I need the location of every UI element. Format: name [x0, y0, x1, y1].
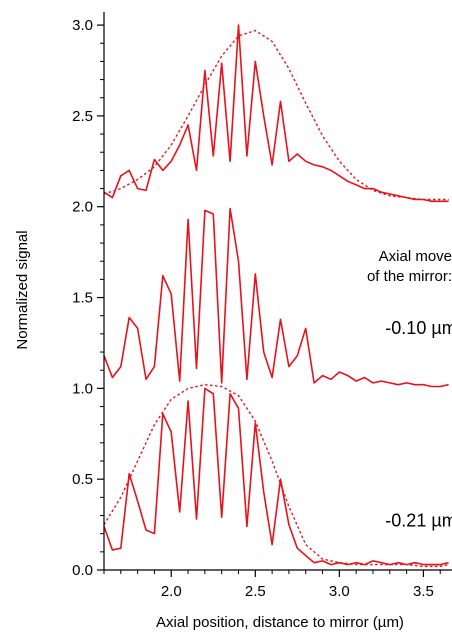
- y-tick-label: 3.0: [72, 17, 93, 34]
- y-tick-label: 2.0: [72, 199, 93, 216]
- y-tick-label: 2.5: [72, 108, 93, 125]
- y-tick-label: 0.0: [72, 562, 93, 579]
- plot-area: [103, 24, 449, 568]
- series-line-3: [103, 24, 449, 203]
- x-axis-title: Axial position, distance to mirror (µm): [156, 614, 404, 631]
- x-tick-label: 3.5: [413, 583, 434, 600]
- series-line-2: [103, 207, 449, 388]
- y-tick-label: 1.0: [72, 380, 93, 397]
- series-line-1: [103, 387, 449, 566]
- annotations: Axial move of the mirror: -0.10 µm -0.21 µm: [367, 248, 452, 530]
- envelope-line-4: [103, 29, 449, 201]
- annotation-text: of the mirror:: [367, 268, 452, 285]
- y-tick-label: 1.5: [72, 290, 93, 307]
- annotation-text: -0.10 µm: [385, 318, 452, 338]
- x-tick-label: 3.0: [329, 583, 350, 600]
- y-axis-title: Normalized signal: [14, 230, 31, 349]
- y-tick-label: 0.5: [72, 471, 93, 488]
- x-axis: 2.0 2.5 3.0 3.5: [103, 569, 452, 600]
- envelope-line-5: [103, 384, 449, 568]
- x-tick-label: 2.5: [245, 583, 266, 600]
- annotation-text: -0.21 µm: [385, 510, 452, 530]
- y-axis: 0.0 0.5 1.0 1.5 2.0 2.5 3.0: [72, 12, 105, 579]
- x-tick-label: 2.0: [161, 583, 182, 600]
- annotation-text: Axial move: [379, 248, 452, 265]
